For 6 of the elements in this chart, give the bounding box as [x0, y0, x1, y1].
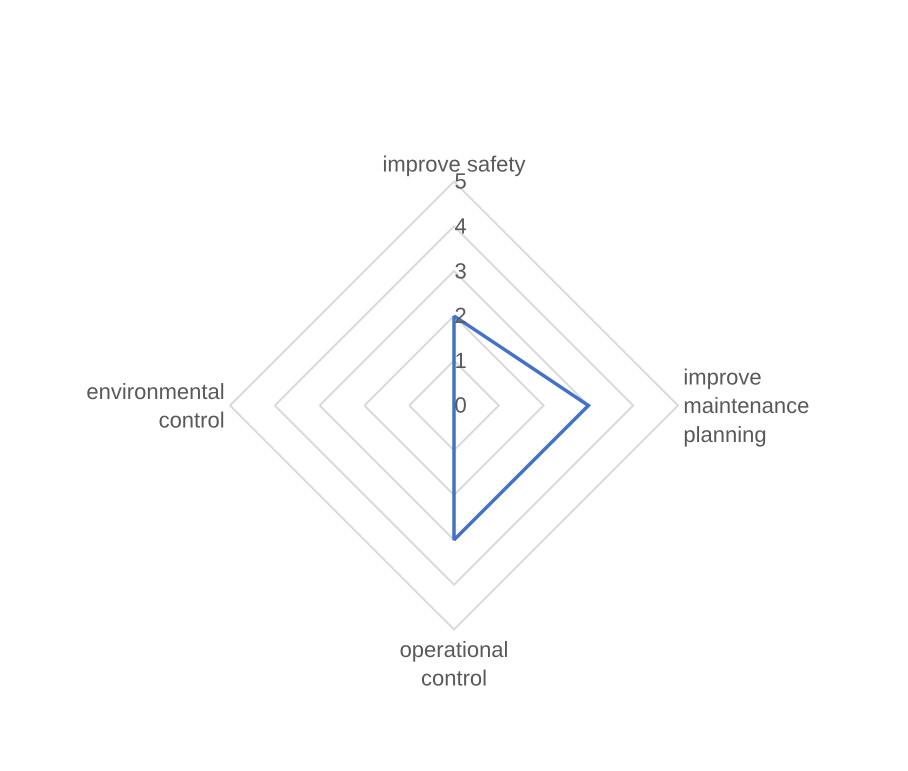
spoke-label: operational control	[400, 636, 508, 690]
spoke-label: environmental control	[86, 378, 225, 432]
spoke-label: improve maintenance planning	[683, 364, 810, 447]
y-tick-label: 3	[454, 258, 467, 284]
y-tick-label: 4	[454, 213, 467, 238]
y-tick-label: 1	[454, 348, 467, 373]
